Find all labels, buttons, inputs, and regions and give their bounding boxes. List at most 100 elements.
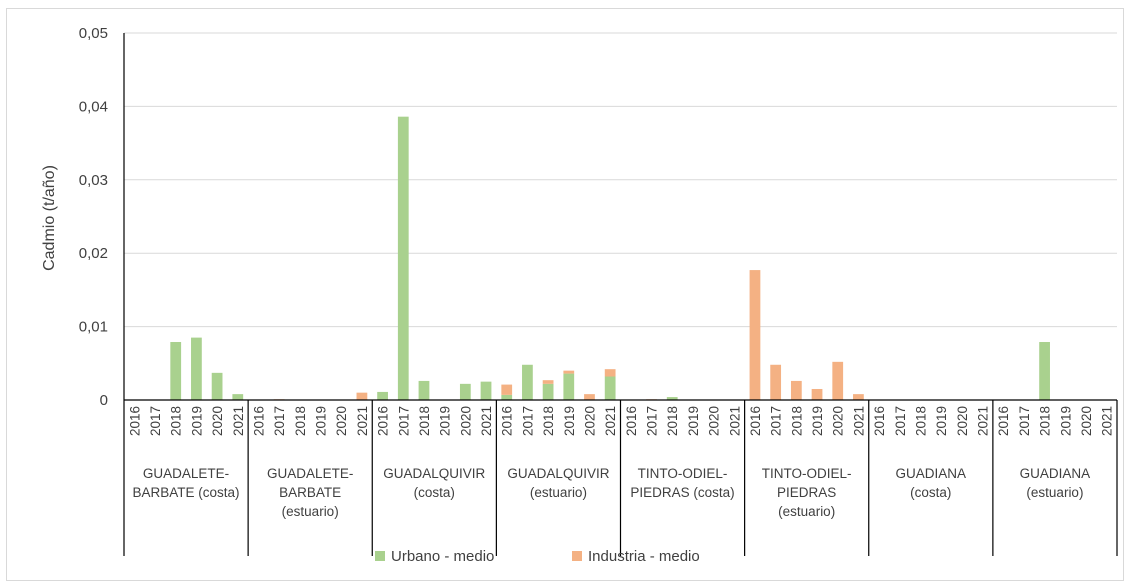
x-tick-label: 2019 xyxy=(810,406,825,436)
group-label-line: PIEDRAS (costa) xyxy=(630,485,734,500)
x-tick-label: 2019 xyxy=(438,406,453,436)
bar-industria xyxy=(770,364,782,400)
group-label-line: GUADALETE- xyxy=(143,466,229,481)
x-tick-label: 2021 xyxy=(479,406,494,436)
x-tick-label: 2016 xyxy=(872,406,887,436)
bar-urbano xyxy=(211,372,223,400)
bar-industria xyxy=(749,270,761,400)
x-tick-label: 2021 xyxy=(727,406,742,436)
y-axis-label: Cadmio (t/año) xyxy=(41,165,58,271)
bars xyxy=(170,116,1050,401)
bar-urbano xyxy=(501,394,513,400)
group-label: GUADIANA (estuario) xyxy=(1020,466,1091,500)
x-tick-label: 2016 xyxy=(500,406,515,436)
x-tick-label: 2016 xyxy=(748,406,763,436)
x-tick-label: 2017 xyxy=(893,406,908,436)
bar-urbano xyxy=(232,394,244,400)
x-tick-label: 2018 xyxy=(789,406,804,436)
x-tick-label: 2018 xyxy=(665,406,680,436)
bar-urbano xyxy=(666,397,678,400)
bar-urbano xyxy=(377,391,388,400)
group-label: GUADALQUIVIR (estuario) xyxy=(507,466,609,500)
group-label: GUADALETE- BARBATE (estuario) xyxy=(267,466,353,519)
group-label: GUADIANA (costa) xyxy=(896,466,967,500)
x-tick-label: 2020 xyxy=(210,406,225,436)
legend: Urbano - medio Industria - medio xyxy=(375,548,700,565)
x-tick-label: 2017 xyxy=(520,406,535,436)
x-tick-label: 2019 xyxy=(934,406,949,436)
bar-industria xyxy=(811,388,823,400)
group-label-line: BARBATE (costa) xyxy=(133,485,240,500)
x-tick-label: 2016 xyxy=(624,406,639,436)
bar-urbano xyxy=(542,383,554,400)
bar-urbano xyxy=(1039,342,1050,400)
bar-industria xyxy=(584,394,595,400)
x-tick-label: 2017 xyxy=(1017,406,1032,436)
bar-industria xyxy=(790,380,802,400)
bar-urbano xyxy=(397,116,409,401)
group-label-line: TINTO-ODIEL- xyxy=(638,466,728,481)
bar-industria xyxy=(832,361,844,400)
x-tick-label: 2016 xyxy=(996,406,1011,436)
x-tick-label: 2020 xyxy=(707,406,722,436)
x-tick-label: 2019 xyxy=(562,406,577,436)
group-label-line: (estuario) xyxy=(1026,485,1083,500)
x-tick-label: 2018 xyxy=(417,406,432,436)
x-tick-label: 2021 xyxy=(976,406,991,436)
group-label: GUADALETE- BARBATE (costa) xyxy=(133,466,240,500)
x-tick-label: 2017 xyxy=(396,406,411,436)
x-tick-label: 2018 xyxy=(1038,406,1053,436)
bar-industria xyxy=(853,394,864,400)
group-label-line: (costa) xyxy=(414,485,455,500)
x-tick-label: 2021 xyxy=(603,406,618,436)
x-tick-label: 2016 xyxy=(251,406,266,436)
x-tick-label: 2020 xyxy=(334,406,349,436)
bar-urbano xyxy=(191,337,202,400)
x-tick-label: 2018 xyxy=(541,406,556,436)
y-tick-label: 0,04 xyxy=(79,98,108,115)
group-label-line: GUADALQUIVIR xyxy=(383,466,485,481)
legend-swatch xyxy=(375,551,385,561)
x-tick-label: 2020 xyxy=(582,406,597,436)
y-tick-labels: 0 0,01 0,02 0,03 0,04 0,05 xyxy=(79,25,108,409)
group-label-line: TINTO-ODIEL- xyxy=(762,466,852,481)
bar-industria xyxy=(501,384,513,395)
group-label-line: GUADALETE- xyxy=(267,466,353,481)
x-tick-label: 2019 xyxy=(686,406,701,436)
x-tick-label: 2019 xyxy=(1058,406,1073,436)
axes xyxy=(123,33,1118,556)
x-tick-label: 2020 xyxy=(458,406,473,436)
group-label-line: (estuario) xyxy=(282,504,339,519)
x-tick-label: 2019 xyxy=(189,406,204,436)
bar-industria xyxy=(604,369,616,377)
x-tick-label: 2020 xyxy=(955,406,970,436)
y-tick-label: 0 xyxy=(100,392,108,409)
bar-industria xyxy=(356,392,368,400)
bar-urbano xyxy=(522,364,533,400)
group-label-line: GUADALQUIVIR xyxy=(507,466,609,481)
x-tick-label: 2018 xyxy=(293,406,308,436)
bar-urbano xyxy=(563,373,575,400)
x-tick-label: 2018 xyxy=(913,406,928,436)
x-group-labels: GUADALETE- BARBATE (costa) GUADALETE- BARBA… xyxy=(133,466,1091,519)
group-label-line: (estuario) xyxy=(530,485,587,500)
group-label: TINTO-ODIEL- PIEDRAS (costa) xyxy=(630,466,734,500)
bar-industria xyxy=(563,370,575,374)
x-tick-label: 2018 xyxy=(169,406,184,436)
group-label: TINTO-ODIEL- PIEDRAS (estuario) xyxy=(762,466,852,519)
gridlines xyxy=(124,32,1117,328)
x-tick-label: 2017 xyxy=(148,406,163,436)
group-label-line: GUADIANA xyxy=(1020,466,1091,481)
x-tick-label: 2019 xyxy=(314,406,329,436)
x-tick-label: 2021 xyxy=(231,406,246,436)
y-tick-label: 0,05 xyxy=(79,25,108,42)
group-label-line: GUADIANA xyxy=(896,466,967,481)
group-label-line: BARBATE xyxy=(279,485,341,500)
x-tick-label: 2021 xyxy=(851,406,866,436)
group-label-line: (estuario) xyxy=(778,504,835,519)
x-tick-labels: 2016 2017 2018 2019 2020 2021 2016 2017 2018 2019… xyxy=(127,406,1114,436)
y-tick-label: 0,03 xyxy=(79,172,108,189)
bar-urbano xyxy=(480,381,492,400)
